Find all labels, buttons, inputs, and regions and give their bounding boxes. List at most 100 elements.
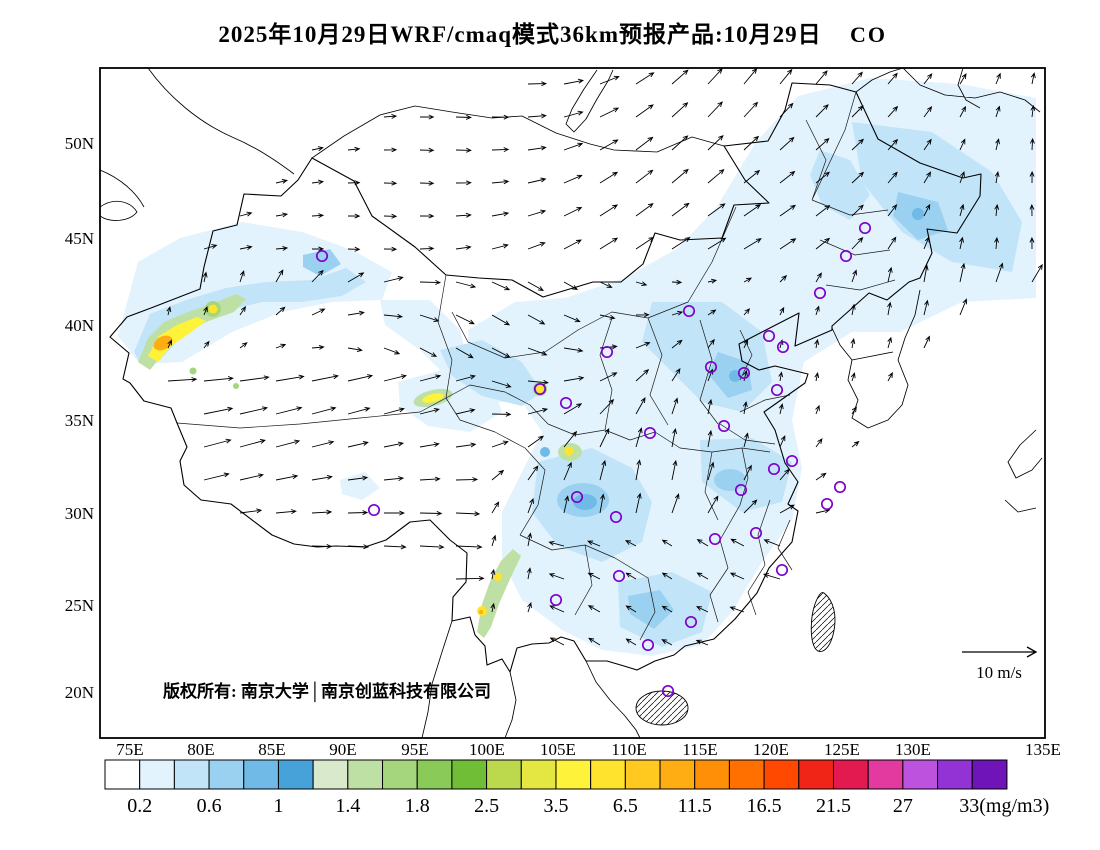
city-marker [643,426,657,440]
co-hotspots [138,294,582,638]
species-label: CO [850,22,887,47]
colorbar-label: 27 [893,795,913,817]
colorbar-cell [832,759,869,790]
colorbar-cell [173,759,210,790]
city-marker [612,569,626,583]
china-outline [109,82,982,673]
colorbar-cell [139,759,175,790]
colorbar [104,759,1008,790]
city-marker [737,366,751,380]
lat-tick-label: 30N [65,504,94,523]
wind-vector-field [166,68,1043,646]
wind-vector-layer [166,68,1043,646]
city-marker [549,593,563,607]
city-marker [858,221,872,235]
colorbar-cell [486,759,522,790]
hainan-island [635,690,689,726]
colorbar-cell [971,759,1008,790]
city-marker [767,462,781,476]
city-marker [785,454,799,468]
lat-tick-label: 40N [65,316,94,335]
colorbar-label: 21.5 [816,795,851,817]
colorbar-label: 11.5 [678,795,712,817]
lon-tick-label: 120E [753,740,789,759]
city-marker [776,340,790,354]
lon-tick-label: 90E [329,740,356,759]
colorbar-cell [659,759,696,790]
colorbar-cell [624,759,661,790]
colorbar-label: 16.5 [747,795,782,817]
lat-tick-label: 20N [65,683,94,702]
city-marker [775,563,789,577]
colorbar-label: 0.2 [127,795,152,817]
colorbar-cell [451,759,488,790]
city-marker [813,286,827,300]
lon-tick-label: 100E [469,740,505,759]
city-marker [684,615,698,629]
map-canvas: 版权所有: 南京大学│南京创蓝科技有限公司 10 m/s [100,68,1043,738]
colorbar-cell [763,759,800,790]
colorbar-label: 0.6 [197,795,222,817]
lat-tick-label: 25N [65,596,94,615]
colorbar-label: 1 [273,795,283,817]
latitude-axis: 50N 45N 40N 35N 30N 25N 20N [65,134,94,702]
lon-tick-label: 115E [682,740,717,759]
longitude-axis: 75E 80E 85E 90E 95E 100E 105E 110E 115E 120E 125E 1… [116,740,1061,759]
colorbar-label: 3.5 [543,795,568,817]
colorbar-cell [867,759,904,790]
city-marker [682,304,696,318]
colorbar-cell [243,759,279,790]
city-marker [641,638,655,652]
lon-tick-label: 85E [258,740,285,759]
city-marker [762,329,776,343]
copyright-text: 版权所有: 南京大学│南京创蓝科技有限公司 [163,681,491,703]
colorbar-cell [208,759,245,790]
city-marker [559,396,573,410]
taiwan-island [810,592,836,652]
colorbar-cell [902,759,939,790]
city-marker [600,345,614,359]
lon-tick-label: 105E [540,740,576,759]
lon-tick-label: 75E [116,740,143,759]
lon-tick-label: 80E [187,740,214,759]
map-frame [99,67,1046,739]
colorbar-label: 1.4 [335,795,360,817]
lon-tick-label: 125E [824,740,860,759]
city-marker [704,360,718,374]
co-contour-fill-strong [303,192,948,629]
colorbar-label: 33(mg/m3) [959,795,1049,817]
colorbar-cell [382,759,418,790]
lon-tick-label: 110E [611,740,646,759]
lat-tick-label: 35N [65,411,94,430]
city-marker [734,483,748,497]
wind-scale-label: 10 m/s [976,663,1022,682]
wind-scale-arrow [962,646,1038,658]
lon-tick-label: 130E [895,740,931,759]
colorbar-cell [728,759,765,790]
colorbar-cell [104,759,141,790]
city-marker [533,382,547,396]
colorbar-cell [312,759,349,790]
figure-title: 2025年10月29日WRF/cmaq模式36km预报产品:10月29日 [218,21,821,47]
colorbar-cell [520,759,557,790]
city-marker [367,503,381,517]
city-marker [839,249,853,263]
province-borders [176,91,896,641]
city-marker [833,480,847,494]
colorbar-label: 6.5 [613,795,638,817]
colorbar-cell [590,759,626,790]
colorbar-cell [937,759,973,790]
lon-tick-label: 135E [1025,740,1061,759]
lat-tick-label: 50N [65,134,94,153]
colorbar-cell [555,759,592,790]
colorbar-label: 1.8 [405,795,430,817]
city-marker [749,526,763,540]
city-marker [820,497,834,511]
city-marker-layer [315,221,872,698]
colorbar-cell [798,759,834,790]
city-marker [708,532,722,546]
city-marker [661,684,675,698]
city-marker [717,419,731,433]
colorbar-label: 2.5 [474,795,499,817]
